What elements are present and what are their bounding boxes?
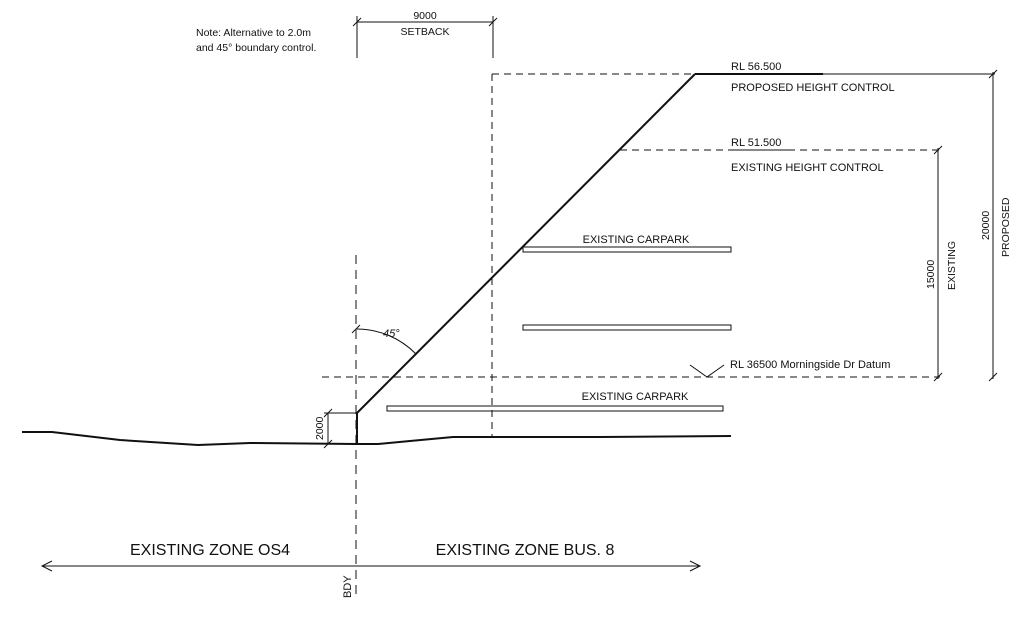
existing-carpark-upper <box>522 246 732 253</box>
angle-tick-end <box>411 349 421 359</box>
setback-tick-right <box>488 17 498 27</box>
angle-label: 45° <box>383 328 400 340</box>
carpark-lower-label: EXISTING CARPARK <box>582 391 689 403</box>
setback-tick-left <box>352 17 362 27</box>
carpark-upper-label: EXISTING CARPARK <box>583 234 690 246</box>
angle-indicator: 45° <box>351 324 421 359</box>
proposed-dim-label: PROPOSED <box>1000 197 1012 257</box>
proposed-dimension: 20000 PROPOSED <box>980 69 1012 382</box>
proposed-height-rl: RL 56.500 <box>731 61 781 73</box>
existing-dimension: 15000 EXISTING <box>925 145 958 382</box>
existing-carpark-middle <box>522 324 732 331</box>
zone-arrow-right-head <box>689 560 702 572</box>
existing-height-rl: RL 51.500 <box>731 137 781 149</box>
existing-dim-tick-top <box>933 145 943 155</box>
existing-dim-label: EXISTING <box>946 241 958 290</box>
datum-label: RL 36500 Morningside Dr Datum <box>730 359 890 371</box>
existing-dim-tick-bottom <box>933 372 943 382</box>
zone-left-label: EXISTING ZONE OS4 <box>130 542 290 559</box>
proposed-dim-tick-top <box>988 69 998 79</box>
base-height-dimension: 2000 <box>314 408 357 449</box>
datum: RL 36500 Morningside Dr Datum <box>322 359 940 378</box>
datum-marker <box>689 364 725 378</box>
proposed-dim-value: 20000 <box>980 211 992 240</box>
proposed-height-control: RL 56.500 PROPOSED HEIGHT CONTROL <box>492 61 995 94</box>
setback-dimension: 9000 SETBACK <box>352 10 498 58</box>
angle-arc <box>355 328 417 355</box>
note-line-1: Note: Alternative to 2.0m <box>196 27 311 39</box>
ground-line <box>22 431 732 447</box>
existing-dim-value: 15000 <box>925 260 937 289</box>
zone-arrows: EXISTING ZONE OS4 EXISTING ZONE BUS. 8 <box>40 542 702 572</box>
note-line-2: and 45° boundary control. <box>196 42 316 54</box>
setback-value: 9000 <box>413 10 437 22</box>
angle-tick-start <box>351 324 361 334</box>
existing-carpark-lower <box>386 405 724 412</box>
existing-height-control: RL 51.500 EXISTING HEIGHT CONTROL <box>620 137 940 174</box>
zone-right-label: EXISTING ZONE BUS. 8 <box>436 542 615 559</box>
boundary-label: BDY <box>342 575 354 598</box>
proposed-dim-tick-bottom <box>988 372 998 382</box>
setback-label: SETBACK <box>400 26 449 38</box>
base-height-value: 2000 <box>314 416 326 440</box>
existing-height-label: EXISTING HEIGHT CONTROL <box>731 162 884 174</box>
proposed-height-label: PROPOSED HEIGHT CONTROL <box>731 82 895 94</box>
base-dim-tick-top <box>323 408 333 418</box>
zone-arrow-left-head <box>40 560 53 572</box>
